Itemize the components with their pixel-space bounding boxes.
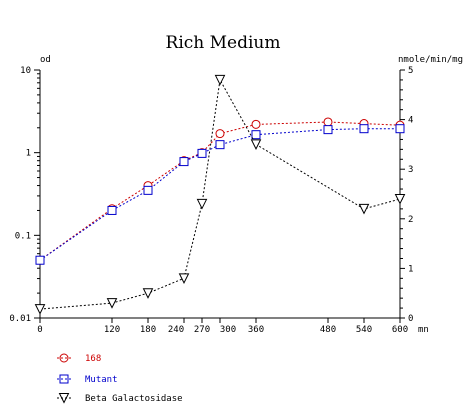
y-right-tick-label: 2 bbox=[408, 215, 413, 225]
legend-label-168: 168 bbox=[85, 354, 101, 364]
data-point-mutant bbox=[215, 140, 225, 150]
data-point-mutant bbox=[107, 205, 117, 215]
data-point-mutant bbox=[251, 130, 261, 140]
y-left-tick-label: 1 bbox=[26, 149, 31, 159]
series-layer bbox=[34, 74, 406, 315]
data-point-mutant bbox=[323, 125, 333, 135]
series-line-beta-galactosidase bbox=[39, 78, 401, 310]
legend-marker-168 bbox=[59, 353, 69, 363]
x-tick-label: 240 bbox=[168, 325, 184, 335]
legend-item-168: 168 bbox=[57, 353, 101, 364]
axes: 0.01 0.1 1 10 0 1 2 3 4 5 0 120 180 240 270 300 360 480 54… bbox=[9, 66, 413, 335]
data-point-beta-galactosidase bbox=[34, 304, 46, 315]
data-point-beta-galactosidase bbox=[394, 193, 406, 205]
data-point-mutant bbox=[179, 157, 189, 167]
data-point-beta-galactosidase bbox=[358, 203, 370, 215]
x-tick-label: 480 bbox=[320, 325, 336, 335]
y-right-tick-label: 3 bbox=[408, 165, 413, 175]
y-left-tick-label: 10 bbox=[20, 66, 31, 76]
series-line-mutant bbox=[39, 128, 400, 261]
legend: 168 Mutant Beta Galactosidase bbox=[57, 353, 183, 404]
legend-item-mutant: Mutant bbox=[57, 374, 118, 385]
x-tick-label: 270 bbox=[194, 325, 210, 335]
data-point-168 bbox=[215, 129, 225, 139]
y-right-tick-label: 0 bbox=[408, 314, 413, 324]
y-left-unit-label: od bbox=[40, 55, 51, 65]
legend-marker-mutant bbox=[59, 374, 69, 384]
data-point-beta-galactosidase bbox=[196, 198, 208, 210]
legend-item-beta-galactosidase: Beta Galactosidase bbox=[57, 393, 183, 404]
x-tick-label: 360 bbox=[248, 325, 264, 335]
data-point-beta-galactosidase bbox=[214, 74, 226, 86]
legend-label-beta-galactosidase: Beta Galactosidase bbox=[85, 394, 183, 404]
y-right-tick-label: 4 bbox=[408, 116, 413, 126]
y-left-tick-label: 0.1 bbox=[15, 231, 31, 241]
y-right-tick-label: 1 bbox=[408, 264, 413, 274]
x-unit-label: mn bbox=[418, 325, 429, 335]
y-left-tick-label: 0.01 bbox=[9, 314, 31, 324]
y-right-unit-label: nmole/min/mg bbox=[398, 55, 463, 65]
data-point-mutant bbox=[197, 148, 207, 158]
chart-title: Rich Medium bbox=[166, 33, 281, 53]
x-tick-label: 600 bbox=[392, 325, 408, 335]
data-point-168 bbox=[251, 119, 261, 129]
x-tick-label: 180 bbox=[140, 325, 156, 335]
x-tick-label: 0 bbox=[37, 325, 42, 335]
legend-label-mutant: Mutant bbox=[85, 375, 118, 385]
series-line-168 bbox=[39, 121, 401, 261]
legend-marker-beta-galactosidase bbox=[58, 393, 70, 404]
data-point-mutant bbox=[359, 124, 369, 134]
data-point-beta-galactosidase bbox=[250, 139, 262, 151]
x-tick-label: 120 bbox=[104, 325, 120, 335]
y-right-tick-label: 5 bbox=[408, 66, 413, 76]
x-tick-label: 540 bbox=[356, 325, 372, 335]
data-point-beta-galactosidase bbox=[142, 288, 154, 299]
data-point-beta-galactosidase bbox=[106, 298, 118, 309]
x-tick-label: 300 bbox=[220, 325, 236, 335]
data-point-mutant bbox=[35, 255, 45, 265]
data-point-168 bbox=[323, 117, 333, 127]
data-point-mutant bbox=[143, 185, 153, 195]
data-point-beta-galactosidase bbox=[178, 273, 190, 284]
data-point-mutant bbox=[395, 124, 405, 134]
